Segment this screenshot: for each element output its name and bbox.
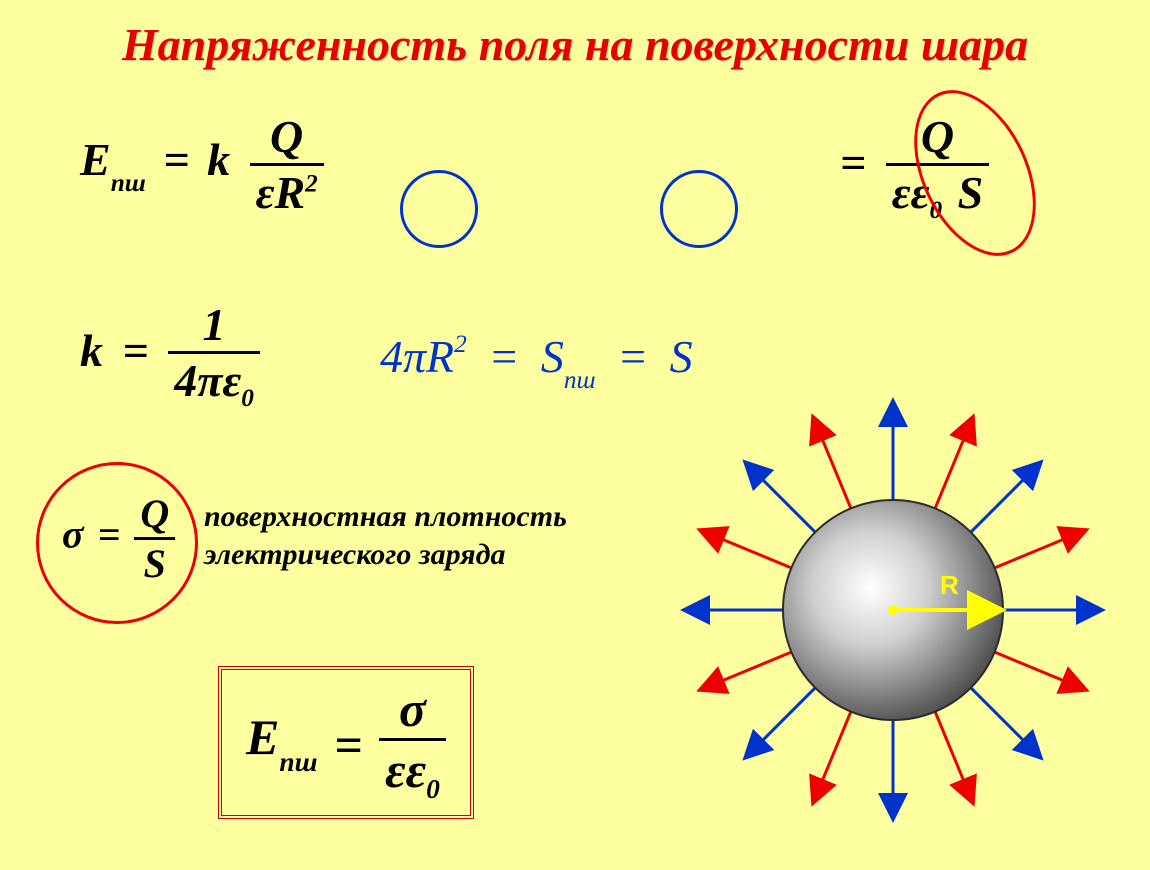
sigma-label-line1: поверхностная плотность bbox=[204, 498, 567, 536]
sym-eq: = bbox=[163, 134, 189, 185]
k-num-1: 1 bbox=[168, 298, 260, 351]
eq-Epsh-kQepsR2: Eпш = k Q εR2 bbox=[80, 110, 324, 219]
k-den-4pi: 4π bbox=[174, 355, 222, 406]
sym-E: E bbox=[80, 134, 111, 185]
final-eq: = bbox=[334, 716, 363, 774]
sym-k: k bbox=[207, 134, 230, 185]
title-text: Напряженность поля на поверхности шара bbox=[122, 19, 1028, 70]
final-E: E bbox=[246, 709, 279, 765]
den-sup-2: 2 bbox=[305, 170, 318, 198]
den-eps: ε bbox=[256, 167, 275, 218]
sa-Spsh: Sпш bbox=[541, 331, 607, 382]
final-den-eps: ε bbox=[385, 742, 406, 798]
k-eq: = bbox=[123, 325, 149, 376]
sa-sup2: 2 bbox=[454, 330, 467, 358]
R-text: R bbox=[940, 570, 959, 600]
sigma-num: Q bbox=[134, 490, 175, 537]
sigma-den: S bbox=[134, 537, 175, 587]
sub-psh: пш bbox=[111, 169, 146, 197]
den-epsR2: εR2 bbox=[250, 163, 324, 219]
sym-eq-rhs: = bbox=[840, 137, 866, 188]
final-den-eps0: ε bbox=[406, 742, 427, 798]
den-R: R bbox=[274, 167, 305, 218]
sigma-label: поверхностная плотность электрического з… bbox=[204, 498, 567, 573]
final-sub: пш bbox=[279, 746, 317, 777]
radius-label-R: R bbox=[940, 570, 959, 601]
final-den-eps0-sub: 0 bbox=[426, 773, 440, 804]
k-den-eps-sub: 0 bbox=[241, 384, 254, 412]
final-den: εε0 bbox=[379, 738, 446, 805]
blue-circle-2 bbox=[660, 170, 738, 248]
sphere-figure bbox=[633, 350, 1150, 870]
sigma-lhs: σ bbox=[62, 512, 84, 557]
k-lhs: k bbox=[80, 325, 103, 376]
sa-S: S bbox=[541, 331, 564, 382]
num-Q: Q bbox=[250, 110, 324, 163]
final-num: σ bbox=[379, 680, 446, 738]
page-title: Напряженность поля на поверхности шара bbox=[0, 18, 1150, 71]
k-den-eps: ε bbox=[222, 355, 241, 406]
eq-final-box: Eпш = σ εε0 bbox=[218, 666, 474, 819]
eq-k-def: k = 1 4πε0 bbox=[80, 298, 260, 413]
k-den: 4πε0 bbox=[168, 351, 260, 413]
blue-circle-1 bbox=[400, 170, 478, 248]
sa-S-sub: пш bbox=[564, 366, 596, 394]
sa-4piR: 4πR bbox=[380, 331, 454, 382]
sigma-eq: = bbox=[98, 512, 121, 557]
rhs-den-eps: ε bbox=[892, 167, 911, 218]
eq-sigma-def: σ = Q S bbox=[62, 490, 175, 587]
sa-eq1: = bbox=[488, 331, 519, 382]
sigma-label-line2: электрического заряда bbox=[204, 536, 567, 574]
